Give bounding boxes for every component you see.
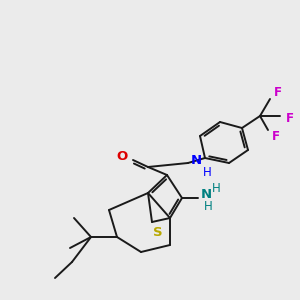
Text: O: O xyxy=(116,151,128,164)
Text: S: S xyxy=(153,226,163,238)
Text: F: F xyxy=(272,130,280,143)
Text: F: F xyxy=(286,112,294,124)
Text: H: H xyxy=(212,182,220,194)
Text: F: F xyxy=(274,86,282,100)
Text: H: H xyxy=(202,166,211,178)
Text: H: H xyxy=(204,200,212,214)
Text: N: N xyxy=(200,188,211,200)
Text: N: N xyxy=(190,154,202,166)
